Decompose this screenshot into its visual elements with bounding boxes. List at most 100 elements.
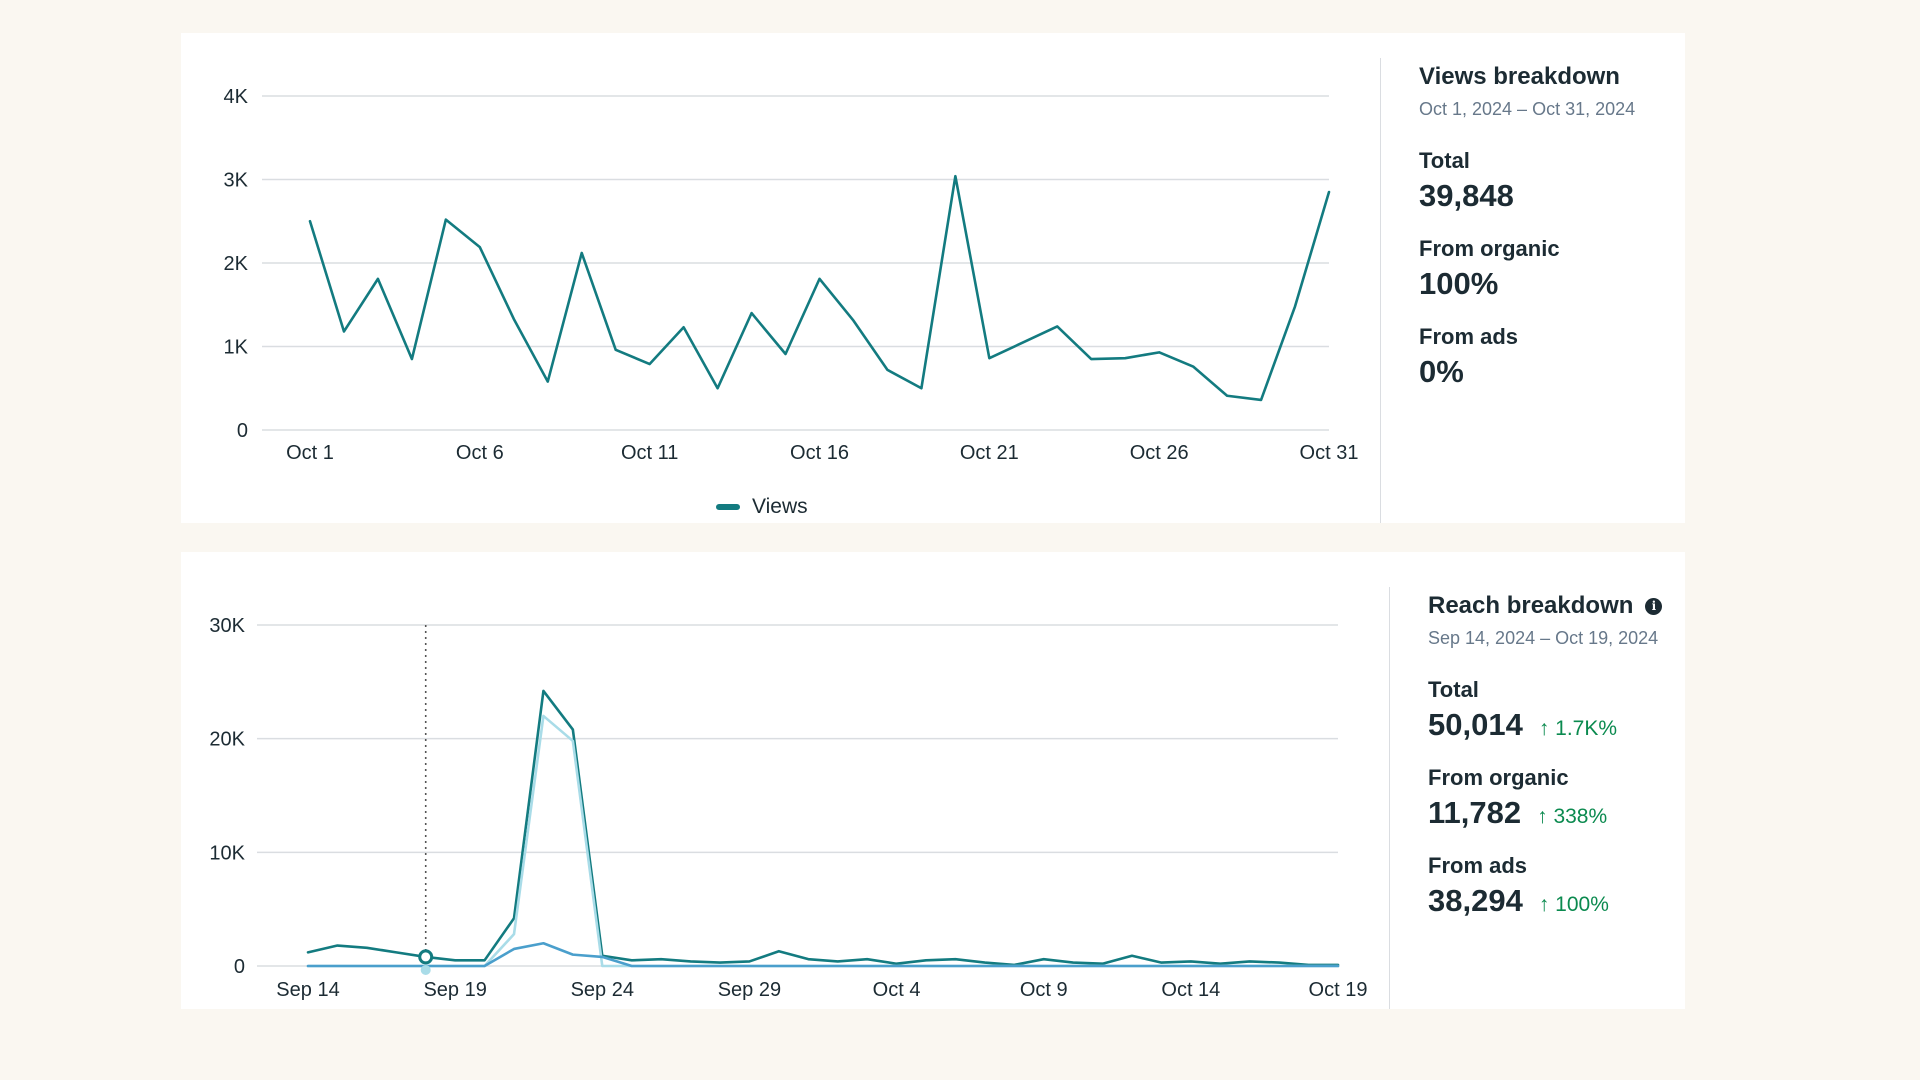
data-point[interactable] — [1259, 398, 1263, 402]
data-point[interactable] — [1189, 964, 1193, 968]
data-point[interactable] — [1277, 964, 1281, 968]
series-line-ads[interactable] — [306, 714, 1340, 968]
data-point[interactable] — [747, 964, 751, 968]
data-point[interactable] — [1157, 350, 1161, 354]
data-point[interactable] — [541, 714, 545, 718]
data-point[interactable] — [919, 386, 923, 390]
data-point[interactable] — [784, 352, 788, 356]
data-point[interactable] — [1225, 394, 1229, 398]
data-point[interactable] — [818, 277, 822, 281]
data-point[interactable] — [924, 958, 928, 962]
data-point[interactable] — [1042, 964, 1046, 968]
data-point[interactable] — [614, 348, 618, 352]
data-point[interactable] — [1101, 964, 1105, 968]
data-point[interactable] — [1130, 964, 1134, 968]
data-point[interactable] — [682, 325, 686, 329]
data-point[interactable] — [1307, 964, 1311, 968]
data-point[interactable] — [1159, 961, 1163, 965]
data-point[interactable] — [1248, 959, 1252, 963]
data-point[interactable] — [478, 245, 482, 249]
data-point[interactable] — [1248, 964, 1252, 968]
data-point[interactable] — [600, 955, 604, 959]
data-point[interactable] — [987, 356, 991, 360]
data-point[interactable] — [865, 964, 869, 968]
data-point[interactable] — [718, 964, 722, 968]
data-point[interactable] — [806, 964, 810, 968]
data-point[interactable] — [983, 961, 987, 965]
data-point[interactable] — [580, 251, 584, 255]
data-point[interactable] — [1189, 959, 1193, 963]
data-point[interactable] — [953, 957, 957, 961]
data-point[interactable] — [453, 958, 457, 962]
data-point[interactable] — [895, 964, 899, 968]
data-point[interactable] — [365, 964, 369, 968]
data-point[interactable] — [630, 958, 634, 962]
data-point[interactable] — [1071, 961, 1075, 965]
data-point[interactable] — [600, 964, 604, 968]
data-point[interactable] — [806, 957, 810, 961]
data-point[interactable] — [1293, 304, 1297, 308]
data-point[interactable] — [541, 941, 545, 945]
data-point[interactable] — [410, 357, 414, 361]
views-chart[interactable]: 0 1K 2K 3K 4K Oct 1 Oct 6 Oct 11 Oct 16 Oct 21 Oct… — [181, 33, 1371, 523]
data-point[interactable] — [1055, 324, 1059, 328]
data-point[interactable] — [689, 964, 693, 968]
data-point[interactable] — [483, 964, 487, 968]
reach-chart[interactable]: 0 10K 20K 30K Sep 14 Sep 19 Sep 24 Sep 29 Oct 4 O… — [181, 552, 1371, 1009]
data-point[interactable] — [777, 949, 781, 953]
data-point[interactable] — [777, 964, 781, 968]
data-point[interactable] — [648, 362, 652, 366]
data-point[interactable] — [1042, 957, 1046, 961]
data-point[interactable] — [1218, 964, 1222, 968]
data-point[interactable] — [1012, 964, 1016, 968]
data-point[interactable] — [953, 174, 957, 178]
data-point[interactable] — [571, 728, 575, 732]
data-point[interactable] — [571, 953, 575, 957]
data-point[interactable] — [512, 947, 516, 951]
data-point[interactable] — [571, 739, 575, 743]
data-point[interactable] — [342, 329, 346, 333]
data-point[interactable] — [836, 959, 840, 963]
data-point[interactable] — [1191, 365, 1195, 369]
data-point[interactable] — [335, 944, 339, 948]
data-point[interactable] — [659, 964, 663, 968]
data-point[interactable] — [512, 317, 516, 321]
data-point[interactable] — [546, 380, 550, 384]
data-point[interactable] — [716, 386, 720, 390]
data-point[interactable] — [865, 957, 869, 961]
data-point[interactable] — [453, 964, 457, 968]
series-line-views[interactable] — [308, 174, 1331, 402]
data-point[interactable] — [512, 932, 516, 936]
data-point[interactable] — [1277, 961, 1281, 965]
data-point[interactable] — [1089, 357, 1093, 361]
data-point[interactable] — [1327, 190, 1331, 194]
data-point[interactable] — [983, 964, 987, 968]
hover-marker[interactable] — [418, 949, 434, 965]
data-point[interactable] — [924, 964, 928, 968]
data-point[interactable] — [659, 957, 663, 961]
data-point[interactable] — [376, 277, 380, 281]
data-point[interactable] — [1123, 356, 1127, 360]
data-point[interactable] — [335, 964, 339, 968]
series-line-organic[interactable] — [306, 941, 1340, 968]
data-point[interactable] — [306, 964, 310, 968]
data-point[interactable] — [953, 964, 957, 968]
data-point[interactable] — [836, 964, 840, 968]
data-point[interactable] — [1071, 964, 1075, 968]
data-point[interactable] — [365, 946, 369, 950]
info-icon[interactable]: i — [1645, 597, 1663, 615]
data-point[interactable] — [1021, 340, 1025, 344]
data-point[interactable] — [851, 319, 855, 323]
data-point[interactable] — [1336, 964, 1340, 968]
data-point[interactable] — [306, 950, 310, 954]
data-point[interactable] — [1159, 964, 1163, 968]
data-point[interactable] — [394, 950, 398, 954]
series-line-total[interactable] — [306, 689, 1340, 967]
data-point[interactable] — [1130, 954, 1134, 958]
data-point[interactable] — [885, 368, 889, 372]
data-point[interactable] — [750, 311, 754, 315]
data-point[interactable] — [394, 964, 398, 968]
data-point[interactable] — [541, 689, 545, 693]
views-legend[interactable]: Views — [716, 495, 808, 519]
data-point[interactable] — [630, 964, 634, 968]
